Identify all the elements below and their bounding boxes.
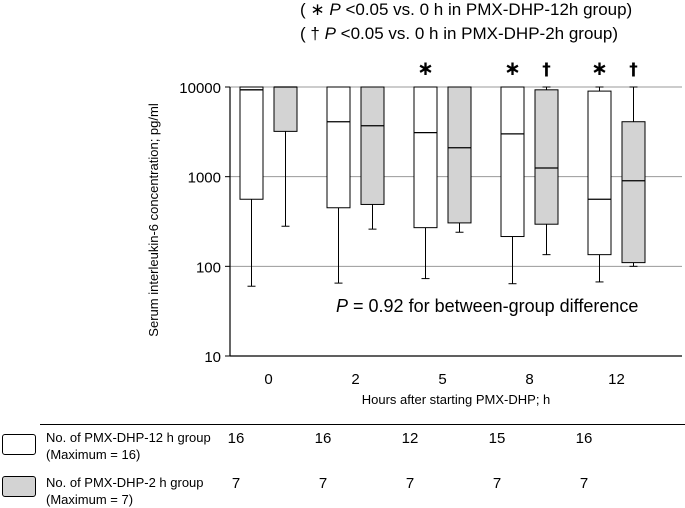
count-12h-0: 16 bbox=[227, 430, 245, 447]
y-axis-title: Serum interleukin-6 concentration; pg/ml bbox=[146, 103, 161, 337]
box-12h-8 bbox=[500, 86, 525, 238]
count-12h-8: 15 bbox=[488, 430, 506, 447]
box-2h-12 bbox=[621, 121, 646, 264]
box-2h-5 bbox=[447, 86, 472, 224]
box-12h-0 bbox=[239, 86, 264, 200]
count-12h-5: 12 bbox=[401, 430, 419, 447]
row-label-2h-group: No. of PMX-DHP-2 h group (Maximum = 7) bbox=[46, 475, 204, 507]
x-axis-title: Hours after starting PMX-DHP; h bbox=[362, 392, 551, 407]
table-divider bbox=[40, 424, 685, 425]
significance-mark-2h-8: † bbox=[542, 60, 551, 80]
box-2h-0 bbox=[273, 86, 298, 132]
significance-mark-12h-8: ∗ bbox=[504, 56, 521, 80]
y-tick-label-10000: 10000 bbox=[179, 80, 221, 97]
significance-mark-12h-12: ∗ bbox=[591, 56, 608, 80]
y-tick-label-1000: 1000 bbox=[188, 170, 221, 187]
significance-mark-2h-12: † bbox=[629, 60, 638, 80]
count-2h-0: 7 bbox=[231, 475, 241, 492]
asterisk-symbol: ∗ bbox=[310, 0, 325, 19]
box-12h-2 bbox=[326, 86, 351, 209]
x-tick-label-8: 8 bbox=[525, 371, 533, 388]
row-label-12h-group: No. of PMX-DHP-12 h group (Maximum = 16) bbox=[46, 430, 211, 462]
box-12h-12 bbox=[587, 90, 612, 256]
x-tick-label-2: 2 bbox=[351, 371, 359, 388]
x-tick-label-12: 12 bbox=[608, 371, 625, 388]
legend-line-2h: ( † P <0.05 vs. 0 h in PMX-DHP-2h group) bbox=[300, 24, 618, 43]
box-2h-8 bbox=[534, 89, 559, 225]
x-tick-label-5: 5 bbox=[438, 371, 446, 388]
x-tick-label-0: 0 bbox=[264, 371, 272, 388]
box-12h-5 bbox=[413, 86, 438, 229]
count-2h-8: 7 bbox=[492, 475, 502, 492]
count-2h-5: 7 bbox=[405, 475, 415, 492]
count-12h-2: 16 bbox=[314, 430, 332, 447]
significance-mark-12h-5: ∗ bbox=[417, 56, 434, 80]
between-group-p-value: P = 0.92 for between-group difference bbox=[336, 296, 639, 316]
boxplot-chart: 10 100 1000 10000 Serum interleukin-6 concen… bbox=[146, 56, 682, 407]
count-12h-12: 16 bbox=[575, 430, 593, 447]
count-2h-12: 7 bbox=[579, 475, 589, 492]
dagger-symbol: † bbox=[310, 24, 320, 43]
y-tick-label-10: 10 bbox=[204, 349, 221, 366]
swatch-12h-group bbox=[2, 434, 36, 455]
box-2h-2 bbox=[360, 86, 385, 205]
count-2h-2: 7 bbox=[318, 475, 328, 492]
y-tick-label-100: 100 bbox=[196, 259, 221, 276]
legend-line-12h: ( ∗ P <0.05 vs. 0 h in PMX-DHP-12h group… bbox=[300, 0, 633, 19]
swatch-2h-group bbox=[2, 476, 36, 497]
